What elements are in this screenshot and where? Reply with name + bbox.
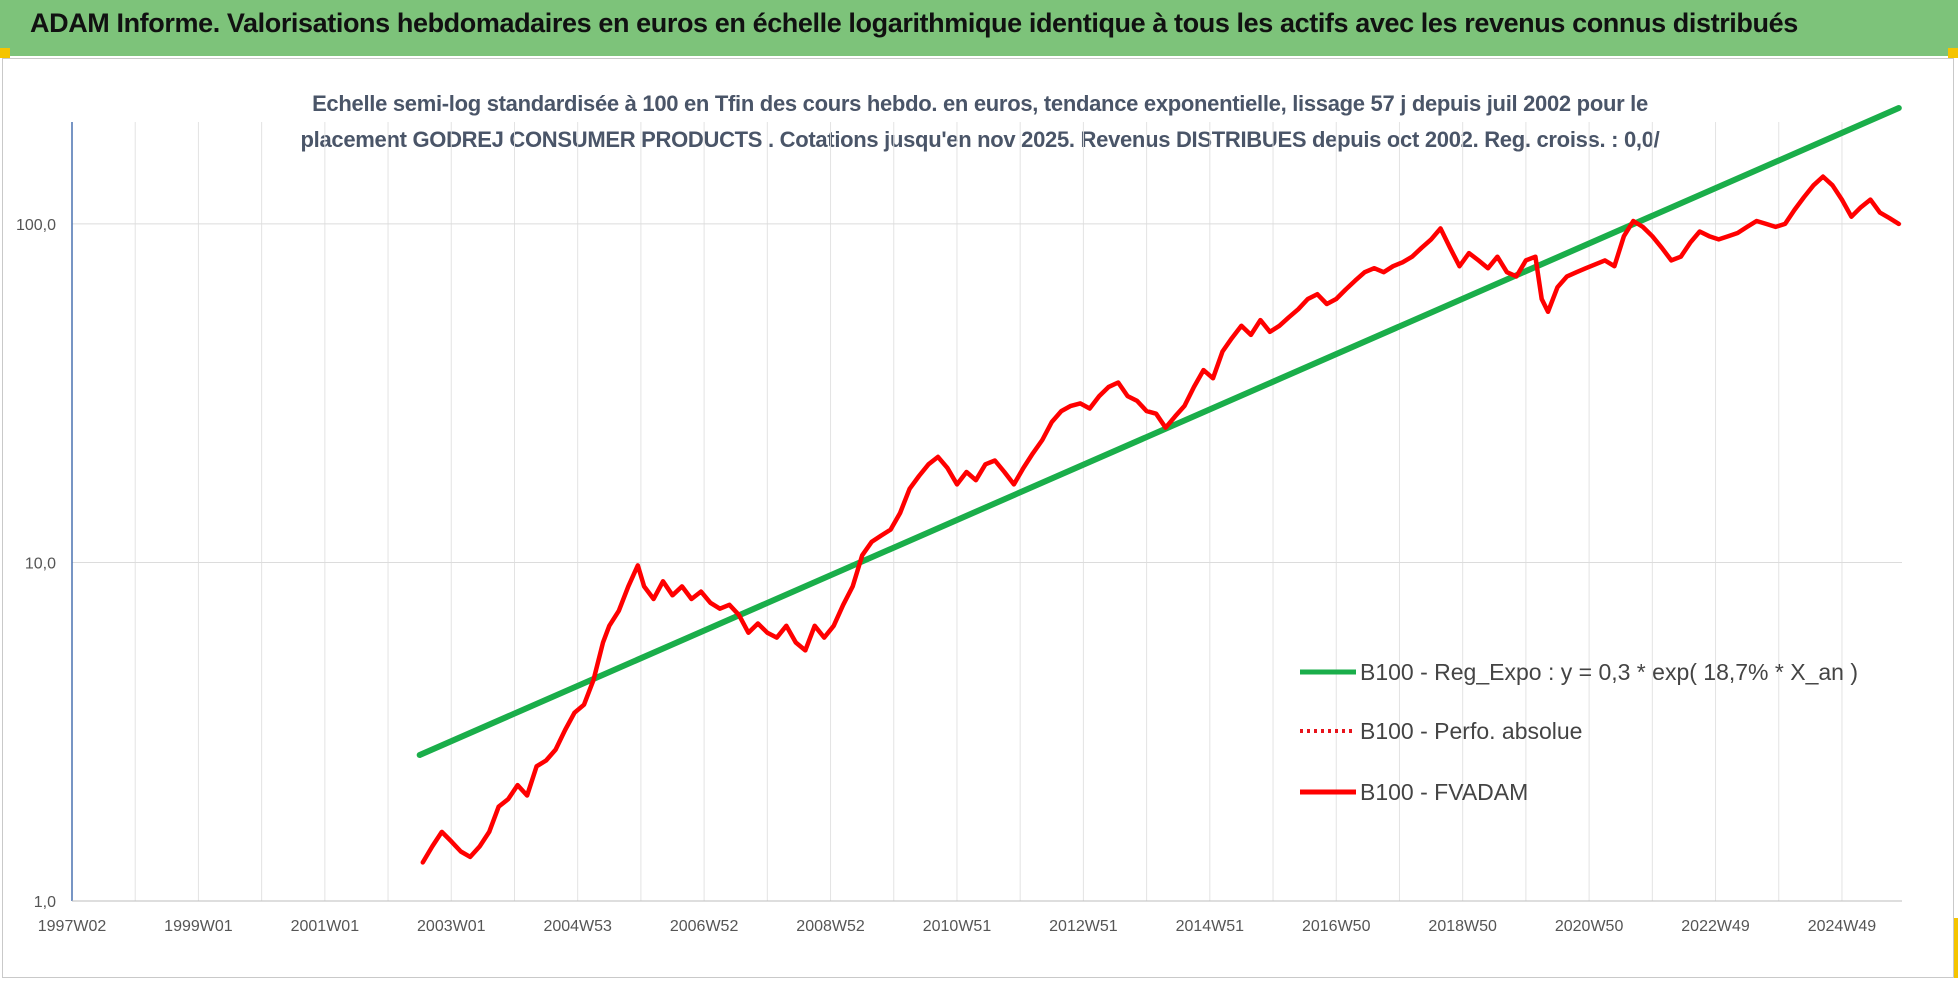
y-tick-labels: 1,0 10,0 100,0 xyxy=(16,217,56,911)
x-tick-label: 2020W50 xyxy=(1555,918,1624,935)
legend: B100 - Reg_Expo : y = 0,3 * exp( 18,7% *… xyxy=(1300,659,1858,805)
x-tick-label: 2001W01 xyxy=(291,918,360,935)
title-banner: ADAM Informe. Valorisations hebdomadaire… xyxy=(0,0,1958,56)
legend-label: B100 - Reg_Expo : y = 0,3 * exp( 18,7% *… xyxy=(1360,659,1858,685)
corner-accent-top-right xyxy=(1948,48,1958,58)
x-tick-label: 2004W53 xyxy=(543,918,612,935)
x-tick-label: 2010W51 xyxy=(923,918,992,935)
corner-accent-bottom-right xyxy=(1953,918,1958,978)
banner-title: ADAM Informe. Valorisations hebdomadaire… xyxy=(30,8,1798,38)
y-tick-label: 100,0 xyxy=(16,217,56,234)
x-tick-label: 1997W02 xyxy=(38,918,107,935)
legend-label: B100 - FVADAM xyxy=(1360,779,1528,805)
legend-label: B100 - Perfo. absolue xyxy=(1360,718,1582,744)
series-line-reg-expo xyxy=(416,105,1902,758)
x-tick-label: 2024W49 xyxy=(1808,918,1877,935)
x-tick-label: 2012W51 xyxy=(1049,918,1118,935)
x-tick-label: 2014W51 xyxy=(1176,918,1245,935)
chart-subtitle-line-1: Echelle semi-log standardisée à 100 en T… xyxy=(312,91,1648,116)
chart-subtitle-line-2: placement GODREJ CONSUMER PRODUCTS . Cot… xyxy=(300,127,1660,152)
x-tick-label: 2008W52 xyxy=(796,918,865,935)
x-tick-label: 2006W52 xyxy=(670,918,739,935)
x-tick-label: 2016W50 xyxy=(1302,918,1371,935)
x-tick-label: 1999W01 xyxy=(164,918,233,935)
series-lines xyxy=(416,105,1902,865)
chart-frame xyxy=(2,58,1954,978)
x-tick-label: 2018W50 xyxy=(1428,918,1497,935)
y-tick-label: 10,0 xyxy=(25,555,56,572)
x-tick-label: 2003W01 xyxy=(417,918,486,935)
y-tick-label: 1,0 xyxy=(34,894,56,911)
chart-subtitle: Echelle semi-log standardisée à 100 en T… xyxy=(200,86,1760,158)
grid-lines xyxy=(71,122,1902,901)
corner-accent-top-left xyxy=(0,48,10,58)
series-line-fvadam xyxy=(420,174,1902,865)
x-tick-labels: 1997W02 1999W01 2001W01 2003W01 2004W53 2006W… xyxy=(38,918,1877,935)
x-tick-label: 2022W49 xyxy=(1681,918,1750,935)
